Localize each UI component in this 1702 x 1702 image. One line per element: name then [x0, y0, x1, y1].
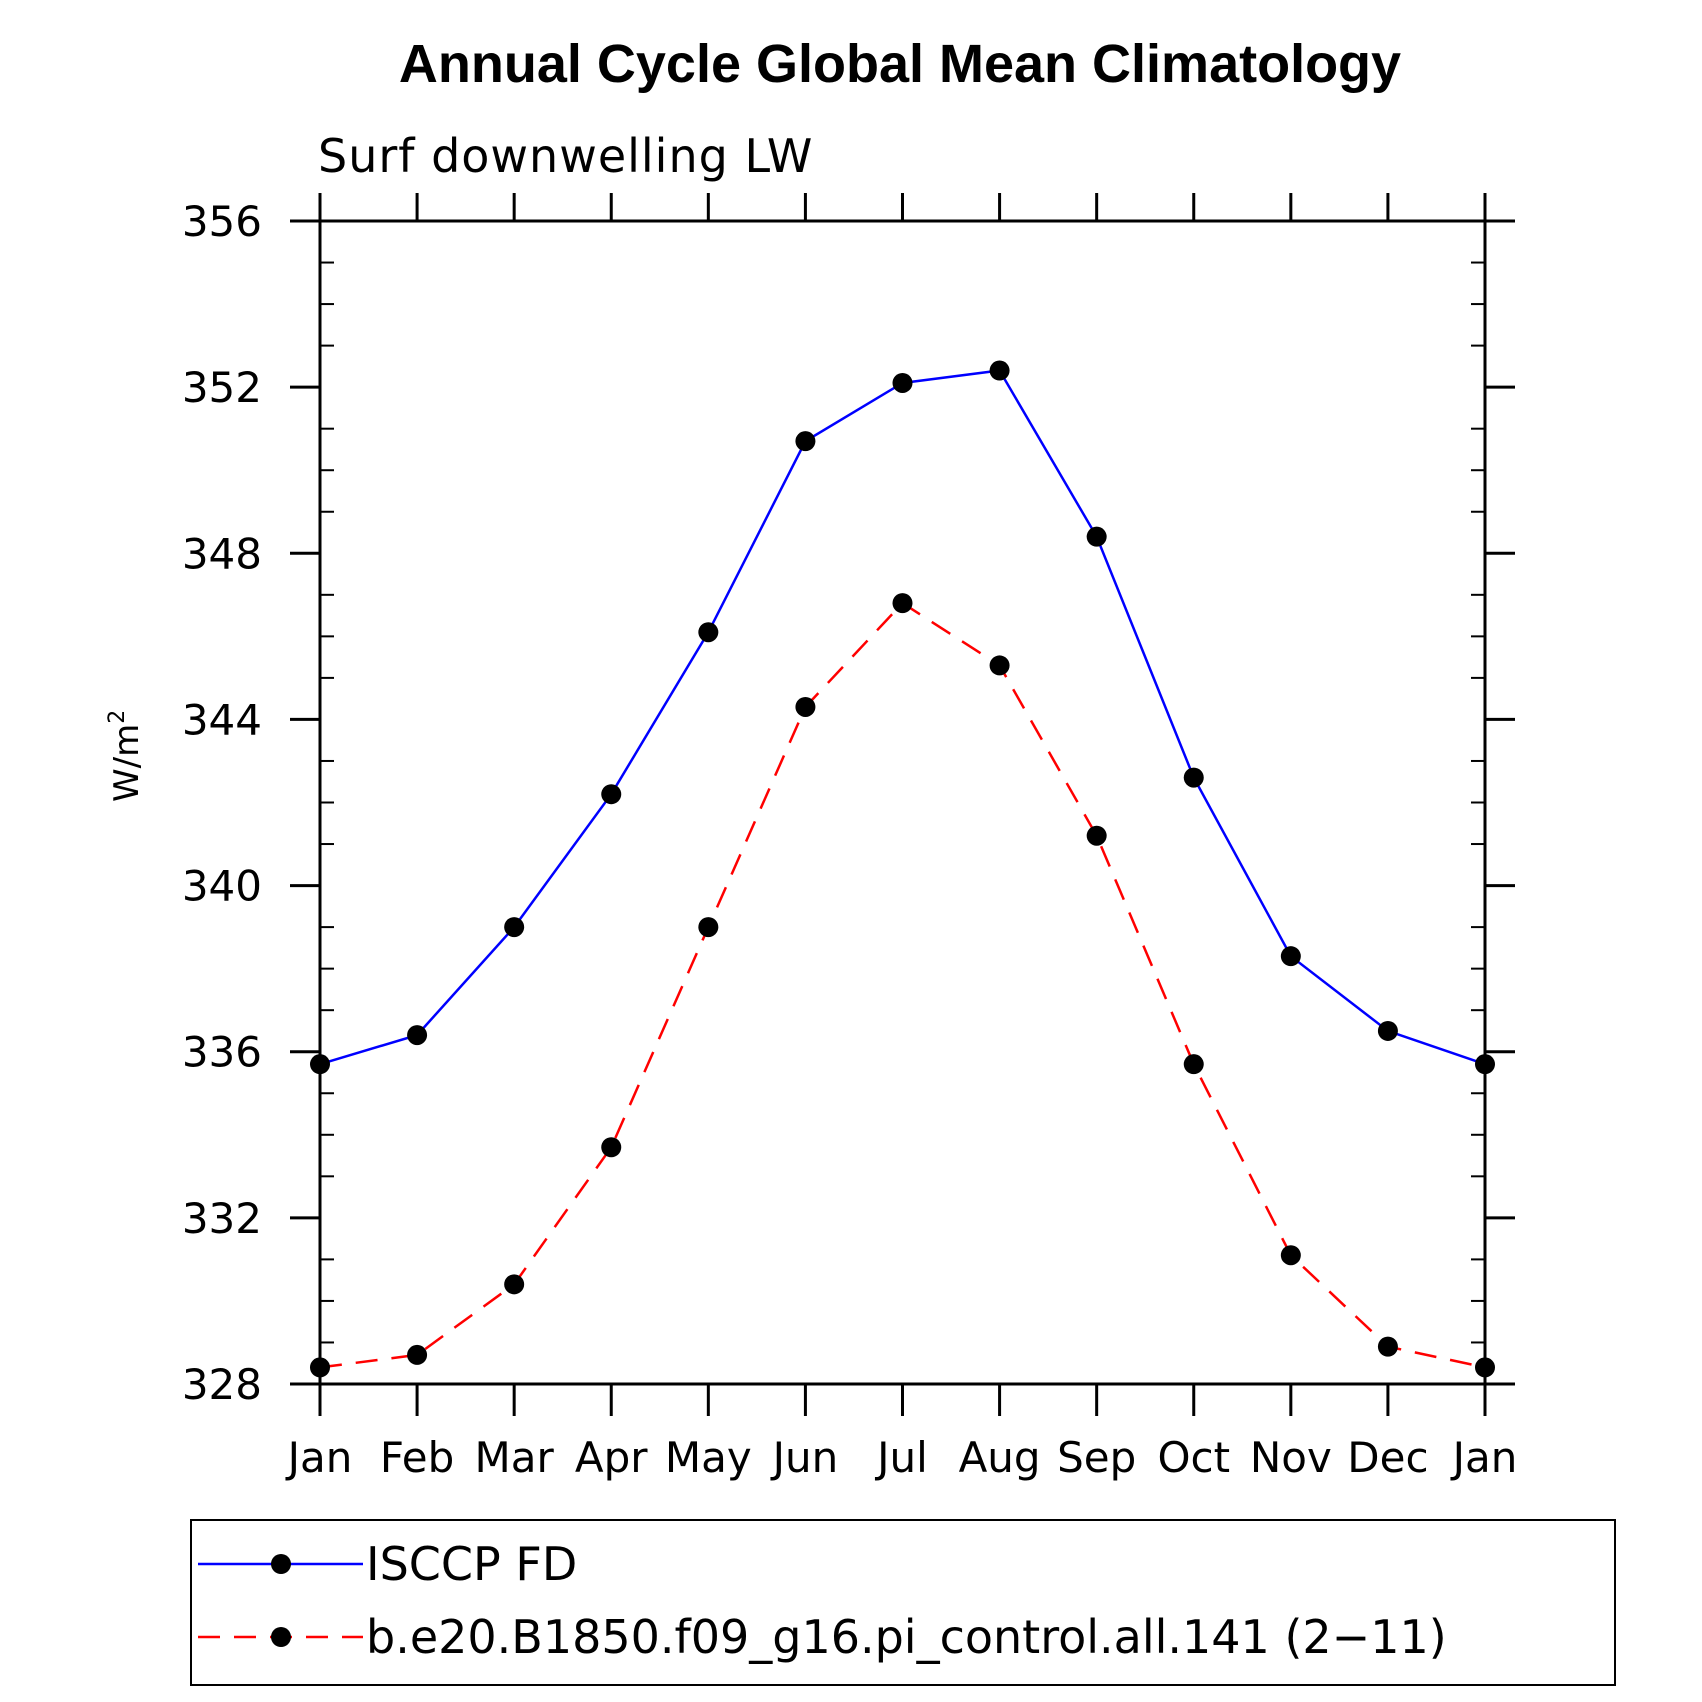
- data-point-1: [310, 1357, 330, 1378]
- data-point-1: [698, 917, 719, 938]
- x-tick-label: Jul: [874, 1433, 928, 1482]
- data-point-1: [1086, 825, 1107, 846]
- data-point-1: [504, 1274, 525, 1295]
- x-tick-label: Nov: [1250, 1433, 1332, 1482]
- x-tick-label: Jan: [285, 1433, 353, 1482]
- y-tick-labels: 328 332 336 340 344 348 352 356: [182, 197, 262, 1409]
- legend-label-model: b.e20.B1850.f09_g16.pi_control.all.141 (…: [366, 1610, 1447, 1664]
- x-tick-label: May: [665, 1433, 752, 1482]
- legend-label-isccp: ISCCP FD: [366, 1537, 577, 1591]
- x-tick-label: Mar: [475, 1433, 555, 1482]
- data-point-1: [892, 593, 913, 614]
- legend-box: [190, 1519, 1616, 1686]
- legend-marker-isccp: [271, 1554, 291, 1574]
- x-tick-label: Jun: [770, 1433, 839, 1482]
- data-point-0: [407, 1025, 428, 1046]
- y-tick-label: 332: [182, 1194, 262, 1243]
- chart-title: Annual Cycle Global Mean Climatology: [399, 34, 1401, 94]
- y-tick-label: 328: [182, 1360, 262, 1409]
- x-tick-label: Jan: [1450, 1433, 1518, 1482]
- x-tick-label: Oct: [1157, 1433, 1230, 1482]
- y-axis-label-superscript: 2: [105, 710, 130, 724]
- chart-subtitle: Surf downwelling LW: [318, 129, 813, 183]
- x-tick-label: Apr: [575, 1433, 648, 1482]
- y-tick-label: 348: [182, 529, 262, 578]
- y-tick-label: 352: [182, 363, 262, 412]
- data-point-0: [1280, 946, 1301, 967]
- y-axis-label-text: W/m: [107, 724, 147, 802]
- data-point-1: [1183, 1054, 1204, 1075]
- plot-axes: [318, 219, 1487, 1386]
- legend: ISCCP FD b.e20.B1850.f09_g16.pi_control.…: [190, 1519, 1616, 1686]
- data-point-0: [310, 1054, 330, 1075]
- y-tick-label: 356: [182, 197, 262, 246]
- data-point-1: [795, 696, 816, 717]
- data-point-1: [407, 1344, 428, 1365]
- series-line-0: [319, 369, 1486, 1066]
- data-point-0: [795, 431, 816, 452]
- data-point-0: [892, 372, 913, 393]
- data-point-0: [1377, 1020, 1398, 1041]
- data-point-0: [1183, 767, 1204, 788]
- x-tick-label: Feb: [380, 1433, 454, 1482]
- data-point-1: [1475, 1357, 1495, 1378]
- x-tick-labels: Jan Feb Mar Apr May Jun Jul Aug Sep Oct Nov Dec Jan: [285, 1433, 1518, 1482]
- data-point-1: [1377, 1336, 1398, 1357]
- data-point-0: [698, 622, 719, 643]
- x-tick-label: Aug: [959, 1433, 1041, 1482]
- x-tick-label: Sep: [1057, 1433, 1136, 1482]
- data-point-0: [601, 784, 622, 805]
- y-axis-label: W/m2: [105, 710, 147, 802]
- series-layer: [310, 360, 1495, 1378]
- data-point-0: [989, 360, 1010, 381]
- data-point-0: [1086, 526, 1107, 547]
- axis-ticks: [290, 193, 1515, 1416]
- data-point-0: [1475, 1054, 1495, 1075]
- series-line-1: [319, 601, 1486, 1369]
- data-point-1: [1280, 1245, 1301, 1266]
- y-tick-label: 340: [182, 862, 262, 911]
- y-tick-label: 344: [182, 695, 262, 744]
- data-point-0: [504, 917, 525, 938]
- data-point-1: [601, 1137, 622, 1158]
- legend-marker-model: [271, 1627, 291, 1647]
- y-tick-label: 336: [182, 1028, 262, 1077]
- data-point-1: [989, 655, 1010, 676]
- plot-frame: [318, 219, 1487, 1386]
- x-tick-label: Dec: [1347, 1433, 1428, 1482]
